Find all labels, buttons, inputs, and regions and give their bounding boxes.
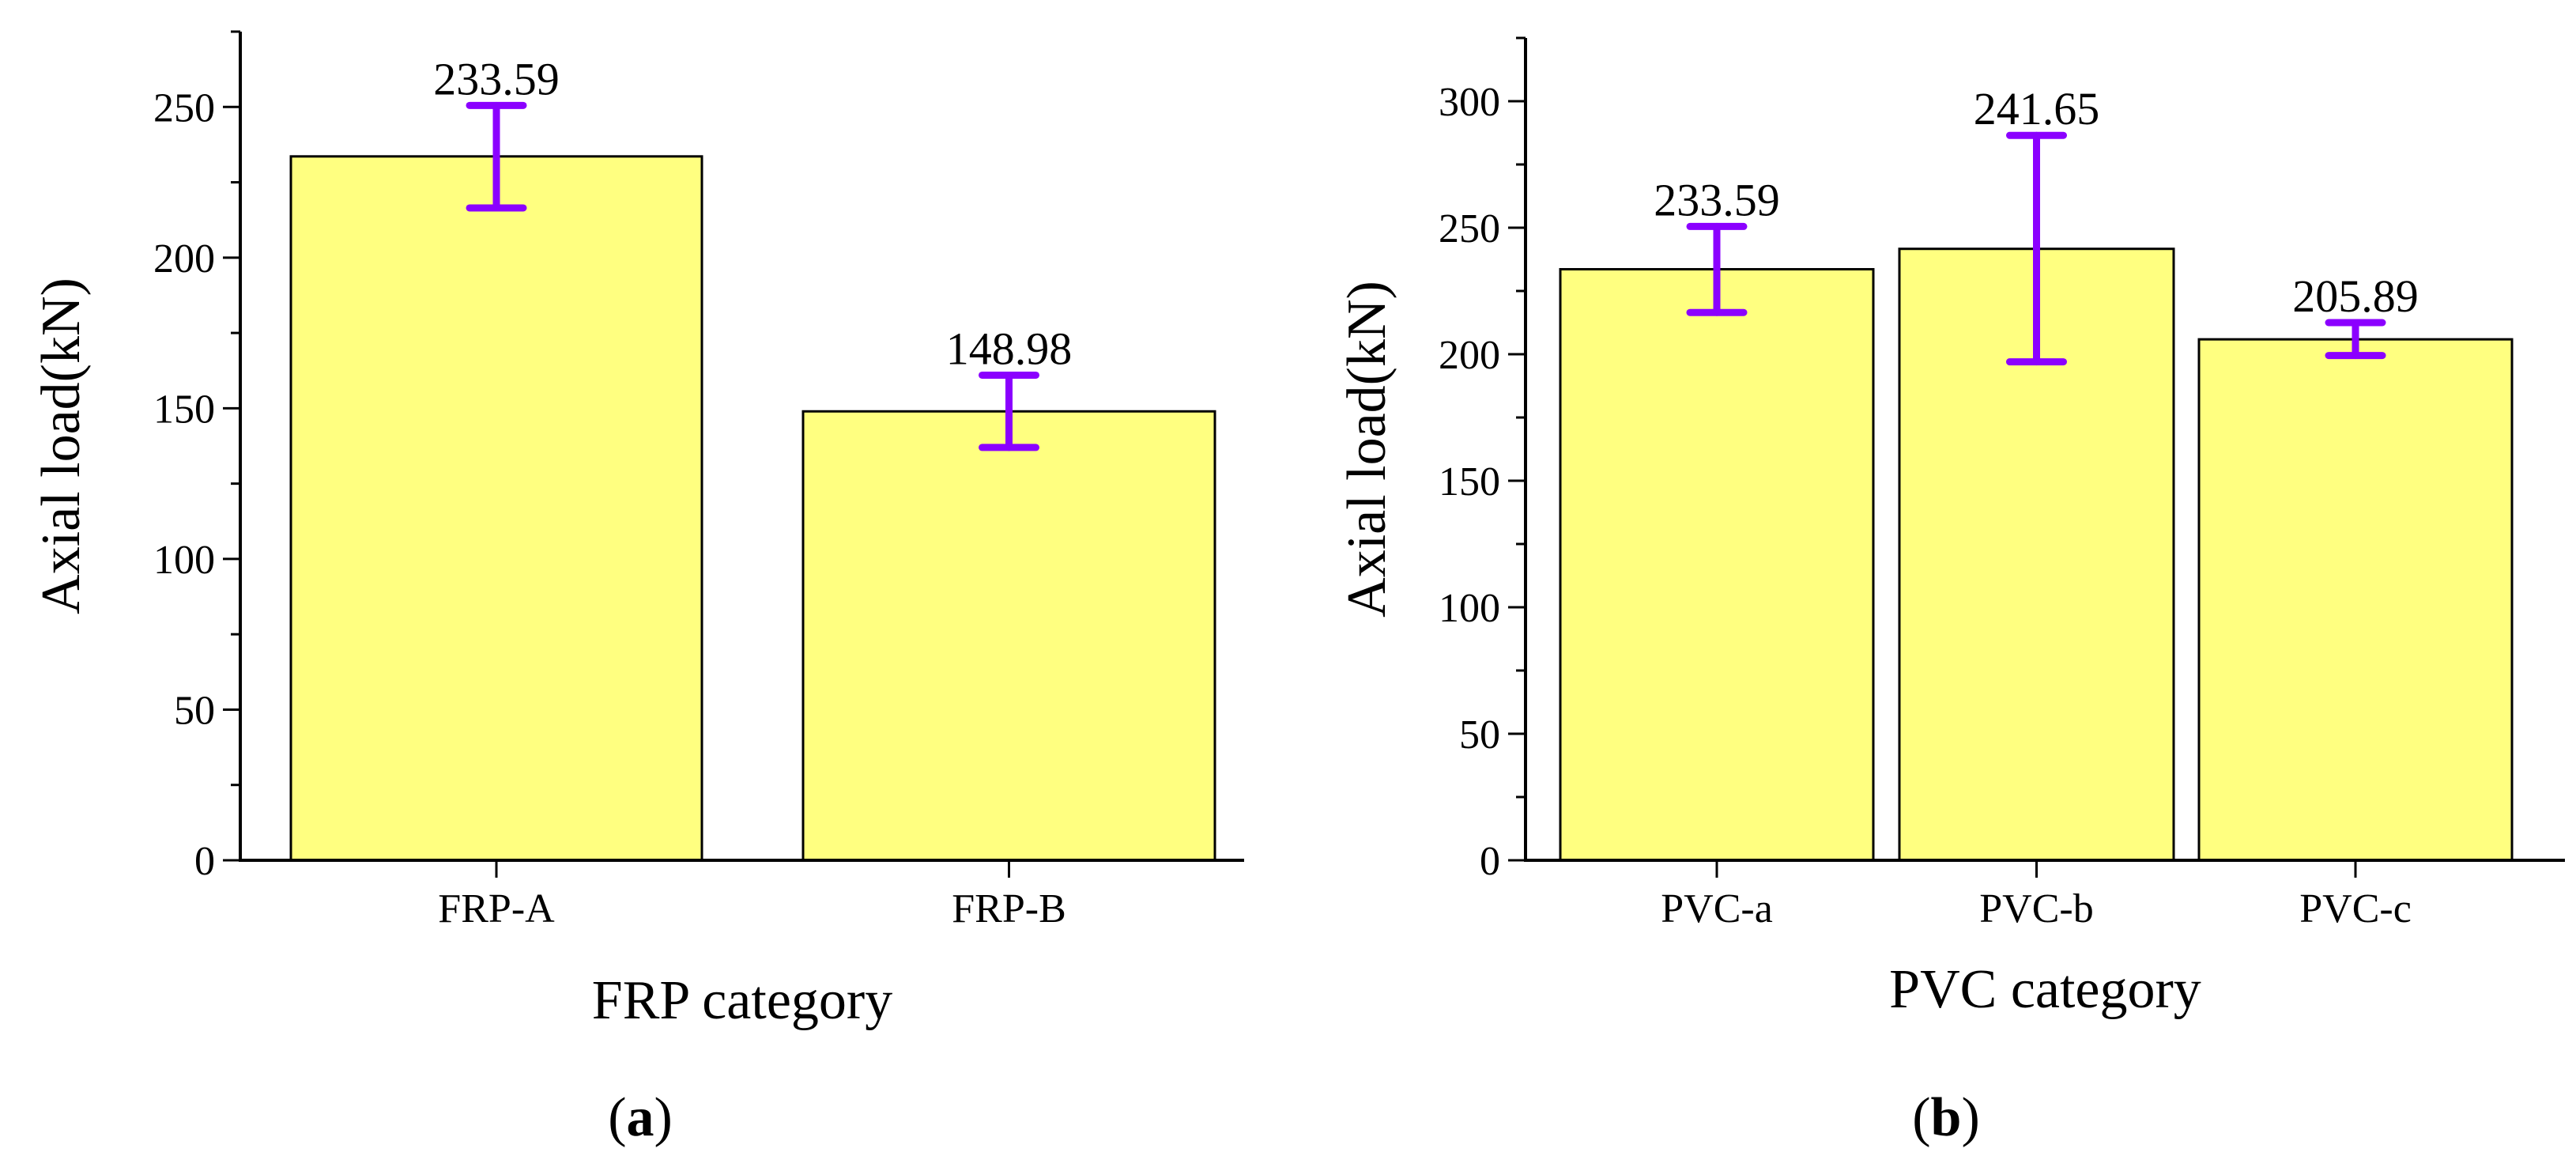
data-label-FRP-B: 148.98 (946, 323, 1073, 374)
y-tick-label: 250 (1439, 206, 1500, 251)
y-axis-title: Axial load(kN) (1337, 281, 1397, 618)
bar-PVC-c (2197, 338, 2514, 862)
data-label-PVC-c: 205.89 (2292, 270, 2419, 322)
bar-FRP-A (289, 155, 703, 862)
y-tick-label: 150 (1439, 459, 1500, 504)
y-tick-label: 0 (1480, 839, 1500, 884)
x-axis-title: PVC category (1889, 959, 2201, 1020)
y-tick-label: 250 (153, 85, 215, 130)
panel-b-chart: 233.59 241.65 205.89 0 50 100 150 200 250 300 PVC-… (1337, 36, 2565, 1148)
error-bar-PVC-c (2325, 319, 2386, 360)
y-tick-label: 50 (174, 688, 215, 733)
error-bar-PVC-b (2006, 131, 2067, 366)
y-tick-label: 0 (194, 839, 215, 884)
bar-PVC-a (1559, 268, 1875, 862)
y-tick-label: 150 (153, 387, 215, 432)
x-tick-label-FRP-B: FRP-B (952, 886, 1066, 931)
data-label-PVC-a: 233.59 (1654, 174, 1780, 225)
panel-a-chart: 233.59 148.98 0 50 100 150 200 250 FRP-A FRP-B FRP… (31, 30, 1244, 1148)
bar-FRP-B (801, 410, 1216, 862)
data-label-PVC-b: 241.65 (1974, 83, 2100, 134)
y-tick-label: 200 (1439, 333, 1500, 378)
x-tick-label-PVC-a: PVC-a (1661, 886, 1773, 931)
x-axis-title: FRP category (592, 970, 892, 1031)
error-bar-PVC-a (1686, 222, 1748, 316)
error-bar-FRP-B (979, 371, 1039, 451)
y-tick-label: 300 (1439, 80, 1500, 125)
panel-label: (b) (1912, 1087, 1980, 1148)
x-tick-label-PVC-c: PVC-c (2299, 886, 2412, 931)
data-label-FRP-A: 233.59 (433, 53, 560, 104)
y-axis-title: Axial load(kN) (31, 278, 92, 614)
y-tick-label: 100 (1439, 586, 1500, 631)
y-tick-label: 200 (153, 236, 215, 281)
y-tick-label: 100 (153, 538, 215, 583)
x-tick-label-FRP-A: FRP-A (438, 886, 555, 931)
y-tick-label: 50 (1459, 712, 1500, 757)
x-tick-label-PVC-b: PVC-b (1979, 886, 2093, 931)
error-bar-FRP-A (466, 101, 527, 212)
panel-label: (a) (608, 1087, 673, 1148)
